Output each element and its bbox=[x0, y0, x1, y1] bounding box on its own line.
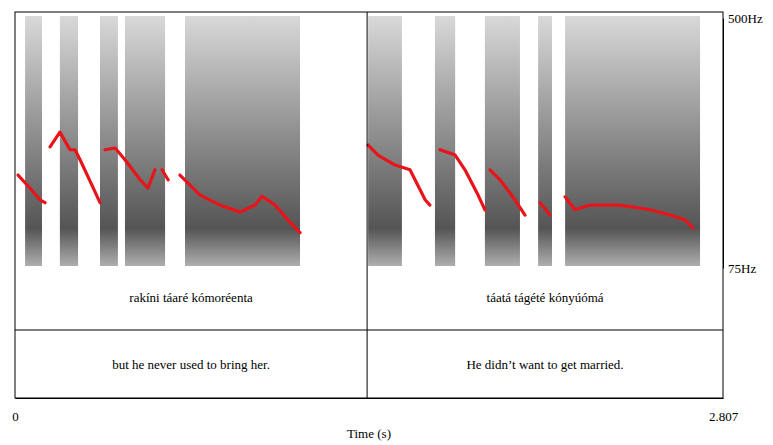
y-axis-line bbox=[723, 19, 724, 269]
tier-text: táatá tágété kónyúómá bbox=[487, 290, 604, 305]
pitch-line bbox=[18, 132, 693, 233]
x-tick: 0 bbox=[12, 398, 19, 424]
spectrogram-band bbox=[60, 16, 78, 266]
x-axis-title: Time (s) bbox=[347, 426, 391, 441]
y-tick-label: 75Hz bbox=[728, 261, 756, 276]
spectrogram-band bbox=[185, 16, 300, 266]
x-tick: 2.807 bbox=[709, 398, 739, 424]
y-axis: 75Hz 500Hz bbox=[723, 11, 763, 276]
y-tick: 75Hz bbox=[723, 261, 756, 276]
chart: rakíni táaré kómoréenta táatá tágété kóny… bbox=[0, 0, 773, 445]
tier-divider bbox=[15, 330, 723, 331]
spectrogram-band bbox=[25, 16, 42, 266]
spectrogram-band bbox=[125, 16, 165, 266]
spectrogram-band bbox=[435, 16, 455, 266]
x-axis-line bbox=[16, 398, 724, 399]
x-axis: 0 2.807 bbox=[12, 398, 738, 424]
tier-text: but he never used to bring her. bbox=[112, 357, 270, 372]
interval-boundary bbox=[367, 12, 368, 398]
tier-text: He didn’t want to get married. bbox=[466, 357, 623, 372]
frame bbox=[15, 12, 723, 398]
plot-area bbox=[18, 16, 700, 266]
spectrogram-band bbox=[565, 16, 700, 266]
tier-text: rakíni táaré kómoréenta bbox=[129, 290, 253, 305]
spectrogram-band bbox=[485, 16, 520, 266]
y-tick: 500Hz bbox=[723, 11, 763, 26]
frame-box bbox=[15, 12, 723, 398]
x-tick-label: 0 bbox=[12, 409, 19, 424]
y-tick-label: 500Hz bbox=[728, 11, 763, 26]
spectrogram-band bbox=[100, 16, 118, 266]
x-tick-label: 2.807 bbox=[709, 409, 739, 424]
spectrogram-band bbox=[368, 16, 402, 266]
spectrogram-band bbox=[538, 16, 552, 266]
